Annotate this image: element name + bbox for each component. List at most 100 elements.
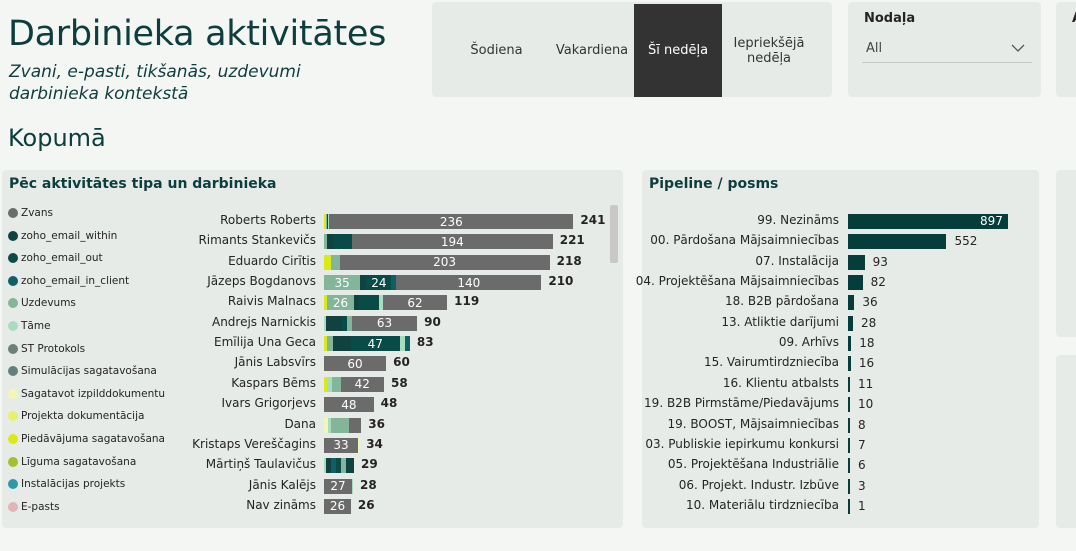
activity-bar[interactable]: 47 (324, 336, 410, 352)
bar-segment-uzdevums[interactable] (324, 234, 328, 250)
legend-item-st-protokols[interactable]: ST Protokols (8, 343, 85, 355)
bar-segment-zoho-email-out[interactable] (359, 295, 379, 311)
bar-segment-zoho-email-within[interactable] (326, 315, 342, 331)
bar-segment-zoho-email-out[interactable]: 47 (350, 336, 400, 352)
legend-item-zoho-email-in-client[interactable]: zoho_email_in_client (8, 275, 129, 287)
bar-segment-zoho-email-out[interactable] (336, 458, 341, 474)
activity-bar[interactable]: 33 (324, 437, 360, 453)
bar-segment-zvans[interactable]: 62 (382, 295, 448, 311)
bar-segment-sagatavot-izpilddokumentu[interactable] (358, 437, 360, 453)
activity-bar[interactable]: 203 (324, 254, 550, 270)
bar-segment-uzdevums[interactable] (327, 336, 334, 352)
bar-segment-uzdevums[interactable] (332, 376, 341, 392)
date-option-today[interactable]: Šodiena (470, 43, 523, 58)
bar-segment-piedavajuma-sagatavosana[interactable] (324, 295, 328, 311)
activity-bar[interactable]: 236 (324, 214, 574, 229)
scrollbar[interactable] (610, 205, 618, 263)
bar-segment-zvans[interactable]: 42 (340, 376, 384, 392)
bar-segment-zvans[interactable]: 140 (396, 275, 542, 291)
pipeline-bar[interactable] (848, 417, 850, 433)
pipeline-bar[interactable] (848, 214, 1008, 229)
bar-segment-uzdevums[interactable] (346, 315, 352, 331)
bar-segment-zvans[interactable]: 27 (324, 478, 352, 494)
activity-bar[interactable]: 42 (324, 376, 384, 392)
pipeline-bar[interactable] (848, 458, 850, 474)
legend-item-piedavajuma-sagatavosana[interactable]: Piedāvājuma sagatavošana (8, 433, 165, 445)
bar-segment-zoho-email-out[interactable] (341, 315, 347, 331)
bar-segment-zoho-email-in-client[interactable] (404, 336, 410, 352)
date-option-this-week[interactable]: Šī nedēļa (634, 4, 722, 97)
pipeline-bar[interactable] (848, 376, 850, 392)
bar-segment-zvans[interactable]: 48 (324, 397, 374, 413)
pipeline-bar[interactable] (848, 295, 855, 311)
bar-segment-zoho-email-in-client[interactable] (391, 275, 397, 291)
legend-item-simulacijas-sagatavosana[interactable]: Simulācijas sagatavošana (8, 365, 157, 377)
legend-item-e-pasts[interactable]: E-pasts (8, 501, 60, 513)
bar-segment-zoho-email-in-client[interactable] (331, 458, 337, 474)
activity-bar[interactable]: 60 (324, 356, 387, 372)
bar-segment-zoho-email-within[interactable] (326, 458, 332, 474)
bar-segment-zoho-email-within[interactable] (360, 275, 367, 291)
pipeline-bar[interactable] (848, 478, 850, 494)
bar-segment-zoho-email-out[interactable] (327, 214, 329, 229)
bar-segment-uzdevums[interactable]: 26 (327, 295, 354, 311)
legend-item-uzdevums[interactable]: Uzdevums (8, 297, 76, 309)
bar-segment-uzdevums[interactable] (326, 214, 328, 229)
legend-item-liguma-sagatavosana[interactable]: Līguma sagatavošana (8, 456, 136, 468)
pipeline-bar[interactable] (848, 254, 865, 270)
legend-item-zvans[interactable]: Zvans (8, 207, 53, 219)
bar-segment-piedavajuma-sagatavosana[interactable] (324, 214, 327, 229)
bar-segment-tame[interactable] (351, 478, 353, 494)
bar-segment-zvans[interactable]: 194 (351, 234, 553, 250)
bar-segment-tame[interactable] (328, 417, 332, 433)
bar-segment-tame[interactable] (328, 214, 330, 229)
bar-segment-tame[interactable] (399, 336, 405, 352)
legend-item-zoho-email-out[interactable]: zoho_email_out (8, 252, 103, 264)
legend-item-zoho-email-within[interactable]: zoho_email_within (8, 230, 117, 242)
bar-segment-tame[interactable] (378, 295, 383, 311)
pipeline-bar[interactable] (848, 437, 850, 453)
activity-bar[interactable]: 48 (324, 397, 374, 413)
legend-item-instalacijas-projekts[interactable]: Instalācijas projekts (8, 478, 125, 490)
pipeline-bar[interactable] (848, 356, 851, 372)
department-select[interactable]: All (862, 36, 1032, 63)
bar-segment-zvans[interactable]: 33 (324, 437, 359, 453)
activity-bar[interactable]: 194 (324, 234, 553, 250)
activity-bar[interactable]: 27 (324, 478, 353, 494)
activity-bar[interactable]: 63 (324, 315, 418, 331)
bar-segment-zoho-email-out[interactable]: 24 (366, 275, 392, 291)
bar-segment-uzdevums[interactable] (340, 458, 346, 474)
bar-segment-zvans[interactable]: 203 (339, 254, 550, 270)
bar-segment-zvans[interactable] (348, 417, 362, 433)
bar-segment-tame[interactable] (324, 315, 327, 331)
activity-bar[interactable]: 35 24 140 (324, 275, 542, 291)
bar-segment-tame[interactable] (327, 376, 333, 392)
bar-segment-zvans[interactable]: 236 (329, 214, 574, 229)
bar-segment-uzdevums[interactable] (331, 254, 340, 270)
date-option-yesterday[interactable]: Vakardiena (555, 43, 629, 58)
legend-item-tame[interactable]: Tāme (8, 320, 51, 332)
bar-segment-zoho-email-within[interactable] (354, 295, 360, 311)
bar-segment-zoho-email-within[interactable] (327, 234, 334, 250)
legend-item-projekta-dokumentacija[interactable]: Projekta dokumentācija (8, 410, 144, 422)
bar-segment-sagatavot-izpilddokumentu[interactable] (324, 417, 329, 433)
activity-bar[interactable]: 26 (324, 498, 351, 514)
bar-segment-zvans[interactable]: 63 (351, 315, 418, 331)
bar-segment-zoho-email-within[interactable] (333, 336, 351, 352)
bar-segment-zoho-email-out[interactable] (333, 234, 352, 250)
bar-segment-uzdevums[interactable] (331, 417, 349, 433)
activity-bar[interactable]: 26 62 (324, 295, 448, 311)
bar-segment-tame[interactable] (324, 458, 327, 474)
activity-bar[interactable] (324, 458, 354, 474)
bar-segment-piedavajuma-sagatavosana[interactable] (324, 336, 328, 352)
pipeline-bar[interactable] (848, 336, 852, 352)
pipeline-bar[interactable] (848, 397, 850, 413)
bar-segment-zvans[interactable]: 60 (324, 356, 387, 372)
pipeline-bar[interactable] (848, 275, 863, 291)
legend-item-sagatavot-izpilddokumentu[interactable]: Sagatavot izpilddokumentu (8, 388, 165, 400)
bar-segment-zvans[interactable]: 26 (324, 498, 351, 514)
bar-segment-uzdevums[interactable]: 35 (324, 275, 361, 291)
pipeline-bar[interactable] (848, 498, 850, 514)
pipeline-bar[interactable] (848, 234, 947, 250)
activity-bar[interactable] (324, 417, 362, 433)
